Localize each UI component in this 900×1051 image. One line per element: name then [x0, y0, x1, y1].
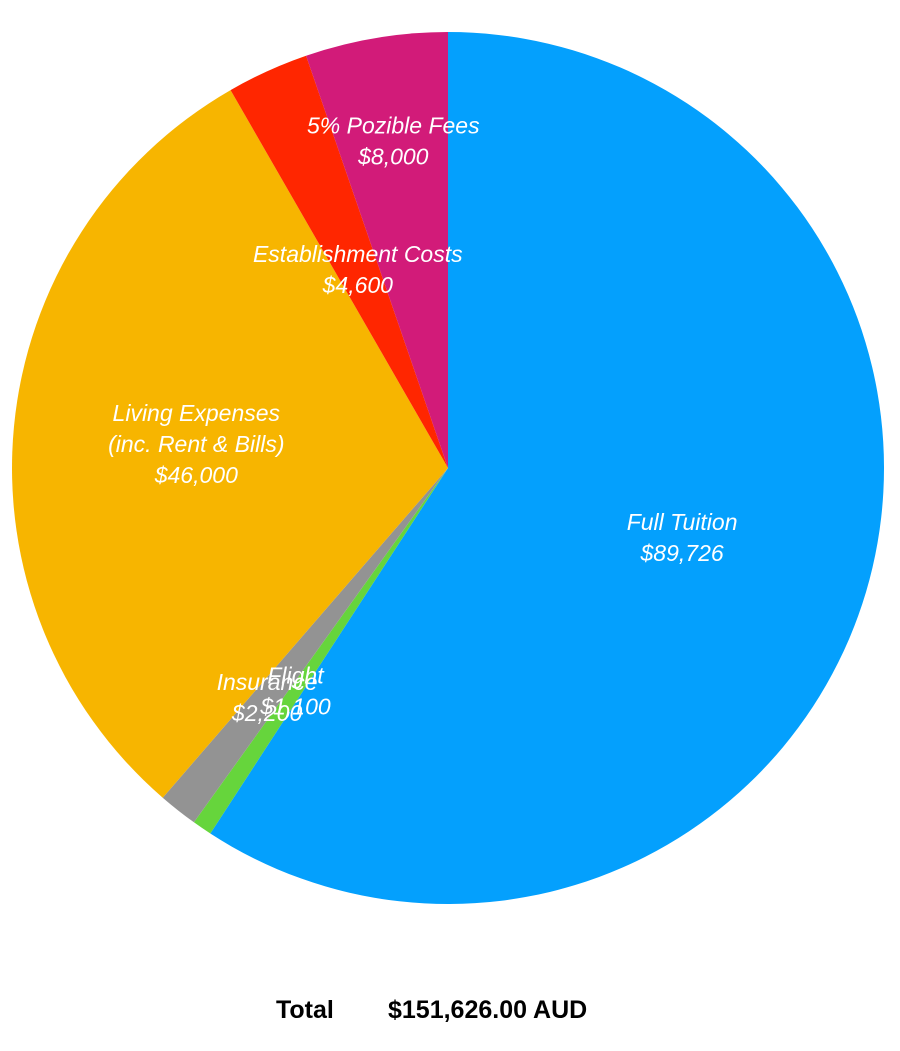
slice-name-label: 5% Pozible Fees	[307, 113, 480, 139]
pie-slice-flight	[193, 468, 448, 834]
slice-name-label: (inc. Rent & Bills)	[108, 431, 284, 457]
slice-name-label: Establishment Costs	[253, 241, 463, 267]
pie-slice-5-pozible-fees	[306, 32, 448, 468]
slice-value-label: $89,726	[640, 540, 724, 566]
slice-label-5-pozible-fees: 5% Pozible Fees $8,000	[307, 113, 480, 170]
pie-slices	[12, 32, 885, 904]
pie-slice-living-expenses-inc-rent-bills	[12, 90, 448, 798]
slice-name-label: Insurance	[217, 669, 318, 695]
slice-label-living-expenses-inc-rent-bills: Living Expenses (inc. Rent & Bills) $46,00…	[108, 400, 284, 488]
slice-value-label: $2,200	[231, 700, 303, 726]
slice-name-label: Living Expenses	[113, 400, 281, 426]
pie-slice-insurance	[162, 468, 448, 823]
total-value: $151,626.00 AUD	[388, 996, 588, 1024]
slice-value-label: $1,100	[259, 694, 331, 720]
slice-label-flight: Flight $1,100	[259, 663, 331, 720]
total-label: Total	[276, 996, 334, 1024]
pie-labels: Full Tuition $89,726 Flight $1,100Insurance…	[108, 113, 737, 726]
slice-value-label: $46,000	[154, 462, 238, 488]
pie-chart: Full Tuition $89,726 Flight $1,100Insurance…	[12, 32, 885, 904]
slice-name-label: Flight	[267, 663, 325, 689]
slice-name-label: Full Tuition	[627, 509, 738, 535]
slice-label-insurance: Insurance $2,200	[217, 669, 318, 726]
slice-label-full-tuition: Full Tuition $89,726	[627, 509, 738, 566]
slice-label-establishment-costs: Establishment Costs $4,600	[253, 241, 463, 298]
slice-value-label: $8,000	[357, 144, 429, 170]
pie-slice-full-tuition	[210, 32, 885, 904]
pie-slice-establishment-costs	[230, 55, 448, 469]
slice-value-label: $4,600	[322, 272, 394, 298]
total-row: Total $151,626.00 AUD	[0, 994, 900, 1034]
